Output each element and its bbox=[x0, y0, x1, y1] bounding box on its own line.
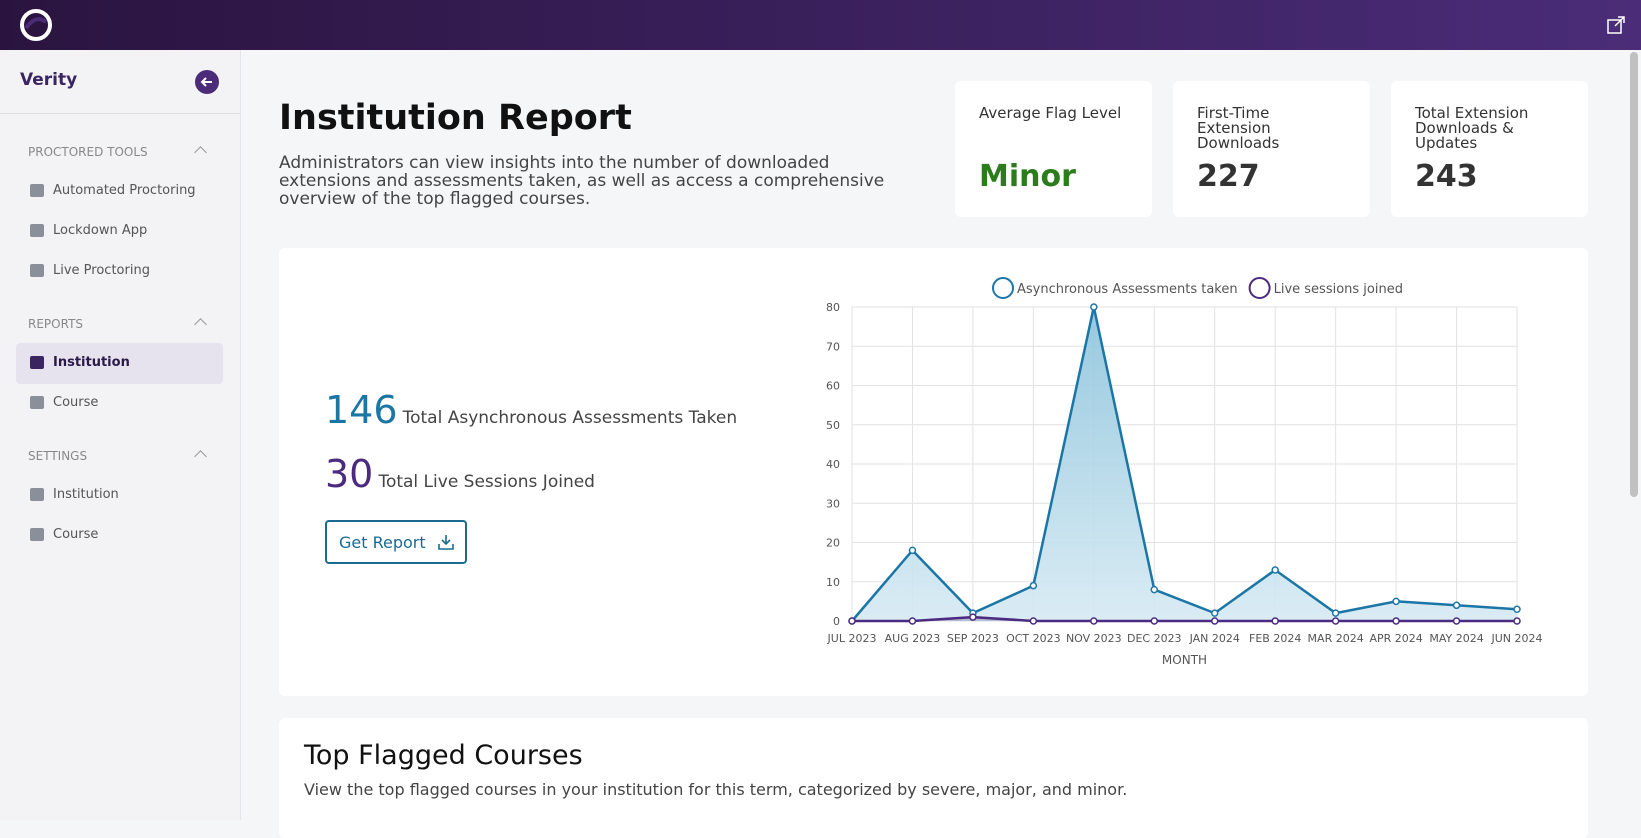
section-title: SETTINGS bbox=[28, 449, 88, 463]
button-label: Get Report bbox=[339, 532, 426, 552]
divider bbox=[0, 113, 240, 114]
stat-value: 227 bbox=[1197, 159, 1260, 194]
flagged-description: View the top flagged courses in your ins… bbox=[304, 780, 1128, 799]
sidebar: Verity PROCTORED TOOLS Automated Proctori… bbox=[0, 50, 241, 820]
summary-card: 146 Total Asynchronous Assessments Taken… bbox=[279, 248, 1588, 696]
nav-icon bbox=[30, 224, 44, 237]
nav-icon bbox=[30, 264, 44, 277]
nav-icon bbox=[30, 488, 44, 501]
section-toggle[interactable] bbox=[194, 318, 207, 331]
top-bar bbox=[0, 0, 1641, 50]
summary-label: Total Asynchronous Assessments Taken bbox=[402, 408, 738, 428]
nav-icon bbox=[30, 356, 44, 369]
nav-icon bbox=[30, 396, 44, 409]
summary-label: Total Live Sessions Joined bbox=[378, 472, 595, 492]
page-description: Administrators can view insights into th… bbox=[279, 153, 885, 209]
nav-item[interactable]: Automated Proctoring bbox=[53, 183, 196, 198]
logo[interactable] bbox=[18, 8, 56, 42]
stat-value: Minor bbox=[979, 159, 1076, 194]
summary-row: 146 Total Asynchronous Assessments Taken bbox=[325, 388, 737, 432]
nav-item[interactable]: Course bbox=[53, 395, 99, 410]
stat-label: Average Flag Level bbox=[979, 104, 1122, 122]
page-title: Institution Report bbox=[279, 98, 632, 138]
summary-value: 30 bbox=[325, 452, 374, 496]
nav-icon bbox=[30, 184, 44, 197]
stat-label: Total Extension Downloads & Updates bbox=[1415, 104, 1529, 152]
stat-card: First-Time Extension Downloads 227 bbox=[1173, 81, 1370, 217]
flagged-title: Top Flagged Courses bbox=[304, 740, 583, 771]
nav-item[interactable]: Course bbox=[53, 527, 99, 542]
nav-item[interactable]: Lockdown App bbox=[53, 223, 148, 238]
flagged-card: Top Flagged Courses View the top flagged… bbox=[279, 718, 1588, 838]
brand: Verity bbox=[20, 70, 78, 90]
nav-item[interactable]: Institution bbox=[53, 355, 130, 370]
section-toggle[interactable] bbox=[194, 450, 207, 463]
nav-icon bbox=[30, 528, 44, 541]
get-report-button[interactable]: Get Report bbox=[325, 520, 467, 564]
summary-row: 30 Total Live Sessions Joined bbox=[325, 452, 595, 496]
nav-item[interactable]: Live Proctoring bbox=[53, 263, 150, 278]
main: Institution Report Administrators can vi… bbox=[240, 50, 1641, 838]
active-highlight bbox=[16, 343, 223, 384]
collapse-button[interactable] bbox=[195, 70, 219, 94]
stat-card: Total Extension Downloads & Updates 243 bbox=[1391, 81, 1588, 217]
nav-item[interactable]: Institution bbox=[53, 487, 119, 502]
page: Verity PROCTORED TOOLS Automated Proctori… bbox=[0, 0, 1641, 820]
scrollbar[interactable] bbox=[1630, 52, 1638, 497]
section-title: REPORTS bbox=[28, 317, 84, 331]
stat-value: 243 bbox=[1415, 159, 1478, 194]
stat-label: First-Time Extension Downloads bbox=[1197, 104, 1280, 152]
section-toggle[interactable] bbox=[194, 146, 207, 159]
summary-value: 146 bbox=[325, 388, 398, 432]
download-icon bbox=[437, 535, 454, 550]
stat-card: Average Flag Level Minor bbox=[955, 81, 1152, 217]
external-link[interactable] bbox=[1607, 16, 1625, 34]
section-title: PROCTORED TOOLS bbox=[28, 145, 148, 159]
